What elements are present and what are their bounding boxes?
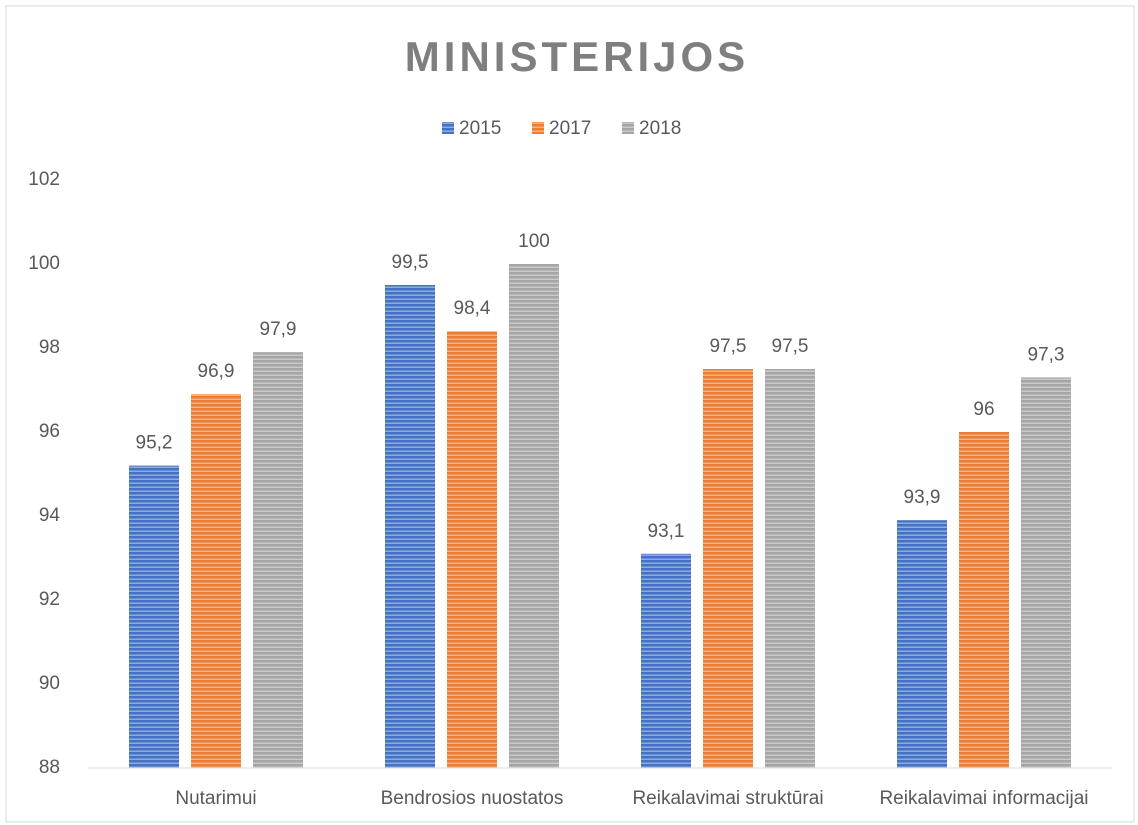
data-label: 96 (973, 399, 994, 420)
data-label: 97,3 (1028, 344, 1065, 365)
legend-label: 2017 (549, 118, 591, 139)
bar (509, 264, 559, 768)
data-label: 93,9 (904, 487, 941, 508)
bar (253, 352, 303, 768)
x-tick-label: Reikalavimai informacijai (879, 788, 1088, 809)
legend-swatch (622, 122, 634, 134)
data-label: 97,5 (772, 336, 809, 357)
y-tick-label: 102 (28, 169, 60, 190)
legend-swatch (532, 122, 544, 134)
bar (385, 285, 435, 768)
y-tick-label: 96 (39, 421, 60, 442)
y-tick-label: 92 (39, 589, 60, 610)
data-label: 93,1 (648, 521, 685, 542)
bar (765, 369, 815, 768)
bar (641, 553, 691, 768)
data-label: 95,2 (136, 433, 173, 454)
bar (191, 394, 241, 768)
x-tick-label: Nutarimui (175, 788, 256, 809)
data-label: 97,9 (260, 319, 297, 340)
legend-label: 2018 (639, 118, 681, 139)
bar (129, 465, 179, 768)
data-label: 96,9 (198, 361, 235, 382)
y-tick-label: 98 (39, 337, 60, 358)
bar (447, 331, 497, 768)
x-tick-label: Bendrosios nuostatos (381, 788, 564, 809)
y-tick-label: 90 (39, 673, 60, 694)
chart-title: MINISTERIJOS (405, 33, 749, 80)
y-tick-label: 94 (39, 505, 61, 526)
legend-label: 2015 (459, 118, 501, 139)
data-label: 100 (518, 231, 550, 252)
y-tick-label: 88 (39, 757, 60, 778)
bar (1021, 377, 1071, 768)
bar (703, 369, 753, 768)
x-tick-label: Reikalavimai struktūrai (632, 788, 823, 809)
y-tick-label: 100 (28, 253, 60, 274)
bar (897, 520, 947, 768)
data-label: 99,5 (392, 252, 429, 273)
bar (959, 432, 1009, 768)
data-label: 98,4 (454, 298, 491, 319)
legend-swatch (442, 122, 454, 134)
data-label: 97,5 (710, 336, 747, 357)
